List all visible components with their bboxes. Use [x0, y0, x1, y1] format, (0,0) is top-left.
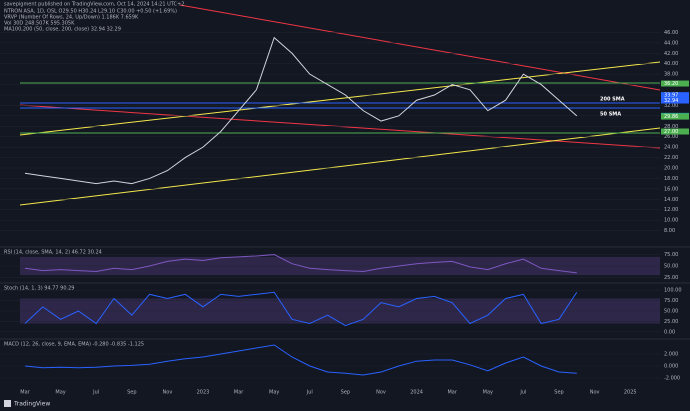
y-tick-label: 0.000	[664, 364, 678, 370]
x-tick-label: 2025	[624, 390, 637, 396]
logo-icon	[4, 400, 11, 407]
published: savepigment published on TradingView.com…	[4, 2, 184, 8]
x-tick-label: Mar	[234, 390, 244, 396]
y-tick-label: 42.00	[664, 51, 678, 57]
price-label: 36.20	[664, 81, 678, 87]
annotation: 50 SMA	[600, 112, 621, 118]
price-label-box	[661, 97, 689, 104]
y-tick-label: 2.000	[664, 352, 678, 358]
y-tick-label: 50.00	[664, 309, 678, 315]
x-tick-label: Jul	[92, 390, 99, 396]
x-tick-label: Nov	[590, 390, 600, 396]
x-tick-label: Nov	[376, 390, 386, 396]
y-tick-label: 75.00	[664, 298, 678, 304]
x-tick-label: May	[483, 390, 493, 396]
y-tick-label: 50.00	[664, 264, 678, 270]
logo: TradingView	[13, 401, 50, 408]
y-tick-label: 100.00	[664, 288, 682, 294]
pane-subtitle: Vol 30D 248.507K 595.305K	[4, 21, 75, 27]
series-line	[24, 344, 577, 376]
y-tick-label: 32.00	[664, 103, 678, 109]
y-tick-label: 38.00	[664, 72, 678, 78]
x-tick-label: May	[269, 390, 279, 396]
x-tick-label: Sep	[127, 390, 136, 396]
y-tick-label: 46.00	[664, 30, 678, 36]
pane-subtitle: VRVP (Number Of Rows, 24, Up/Down) 1.186…	[4, 15, 139, 21]
y-tick-label: 40.00	[664, 61, 678, 67]
price-label-box	[661, 92, 689, 99]
x-tick-label: Mar	[447, 390, 457, 396]
price-label: 27.00	[664, 129, 678, 135]
x-tick-label: May	[55, 390, 65, 396]
y-tick-label: 22.00	[664, 155, 678, 161]
x-tick-label: Jul	[519, 390, 526, 396]
y-tick-label: 44.00	[664, 40, 678, 46]
x-tick-label: 2023	[197, 390, 210, 396]
price-label-box	[661, 128, 689, 135]
series-line	[24, 254, 577, 274]
y-tick-label: 18.00	[664, 176, 678, 182]
x-tick-label: Jul	[306, 390, 313, 396]
pane-subtitle: MA100,200 (50, close, 200, close) 32.94 …	[4, 27, 121, 33]
annotation: 200 SMA	[600, 97, 625, 103]
y-tick-label: 8.00	[664, 228, 675, 234]
y-tick-label: 75.00	[664, 252, 678, 258]
y-tick-label: 10.00	[664, 218, 678, 224]
pane-title: Stoch (14, 1, 3) 94.77 90.29	[4, 286, 75, 292]
price-label-box	[661, 113, 689, 120]
price-label: 32.94	[664, 98, 678, 104]
y-tick-label: 26.00	[664, 134, 678, 140]
y-tick-label: 25.00	[664, 319, 678, 325]
trend-line	[179, 4, 661, 91]
price-label-box	[661, 80, 689, 87]
y-tick-label: 24.00	[664, 145, 678, 151]
y-tick-label: -2.000	[664, 376, 680, 382]
series-line	[24, 36, 578, 185]
y-tick-label: 0.00	[664, 329, 675, 335]
x-tick-label: 2024	[410, 390, 423, 396]
y-tick-label: 25.00	[664, 275, 678, 281]
y-tick-label: 20.00	[664, 166, 678, 172]
x-tick-label: Sep	[554, 390, 563, 396]
x-tick-label: Mar	[20, 390, 30, 396]
price-label: 29.86	[664, 114, 678, 120]
y-tick-label: 14.00	[664, 197, 678, 203]
y-tick-label: 16.00	[664, 186, 678, 192]
drawings	[19, 4, 661, 206]
pane-title: NTRON ASA, 1D, OSL O29.50 H30.24 L29.10 …	[4, 9, 177, 15]
x-tick-label: Nov	[163, 390, 173, 396]
pane-title: RSI (14, close, SMA, 14, 2) 46.72 30.24	[4, 250, 102, 256]
series-line	[24, 291, 578, 327]
y-tick-label: 12.00	[664, 207, 678, 213]
pane-title: MACD (12, 26, close, 9, EMA, EMA) -0.280…	[4, 342, 144, 348]
trend-line	[19, 127, 661, 206]
price-label: 33.97	[664, 93, 678, 99]
x-tick-label: Sep	[341, 390, 350, 396]
y-tick-label: 28.00	[664, 124, 678, 130]
